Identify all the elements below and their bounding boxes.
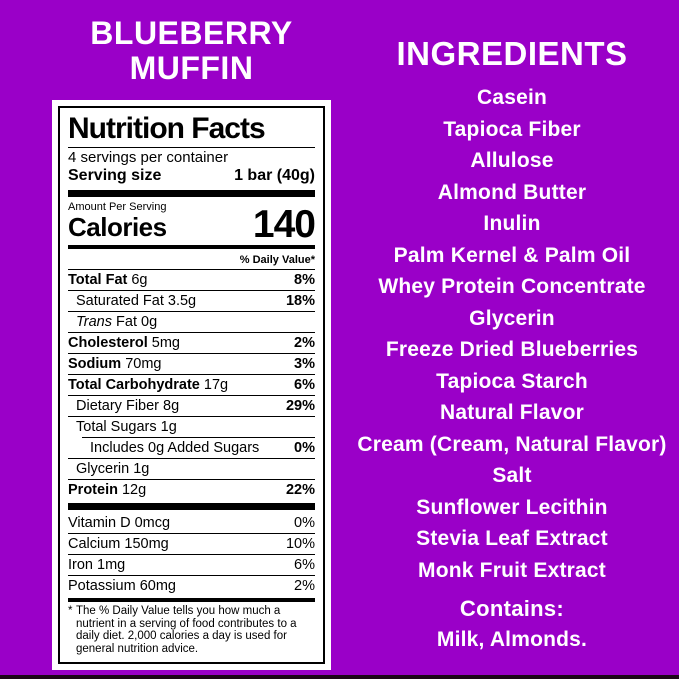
vitamin-row: Potassium 60mg 2% <box>68 575 315 596</box>
nutrient-name: Total Fat 6g <box>68 272 148 288</box>
vitamin-row: Vitamin D 0mcg 0% <box>68 513 315 533</box>
divider-medium <box>68 598 315 602</box>
nutrient-daily-value: 0% <box>294 440 315 456</box>
nutrient-name: Glycerin 1g <box>76 461 150 477</box>
daily-value-footnote: * The % Daily Value tells you how much a… <box>68 605 315 655</box>
ingredients-heading: INGREDIENTS <box>396 35 628 72</box>
calories-label: Calories <box>68 212 167 242</box>
nutrient-daily-value: 22% <box>285 482 315 498</box>
ingredient-item: Glycerin <box>469 306 555 330</box>
vitamin-rows: Vitamin D 0mcg 0% Calcium 150mg 10% Iron 1mg… <box>68 513 315 596</box>
ingredient-item: Stevia Leaf Extract <box>416 527 608 550</box>
nutrient-name: Sodium 70mg <box>68 356 162 372</box>
nutrient-daily-value: 18% <box>285 293 315 309</box>
ingredient-item: Natural Flavor <box>439 401 584 424</box>
nutrient-daily-value: 6% <box>294 377 315 393</box>
calories-block: Amount Per Serving Calories 140 <box>68 200 316 246</box>
nutrient-name: Protein 12g <box>68 482 147 498</box>
product-title-line1: BLUEBERRY <box>90 15 293 51</box>
product-title: BLUEBERRY MUFFIN <box>0 16 383 86</box>
ingredient-item: Almond Butter <box>437 180 587 204</box>
ingredients-list: Casein Tapioca Fiber Allulose Almond Butter… <box>345 82 679 586</box>
ingredient-item: Whey Protein Concentrate <box>378 275 646 298</box>
product-title-line2: MUFFIN <box>129 50 254 86</box>
nutrient-row: Sodium 70mg 3% <box>68 353 315 374</box>
nutrient-row: Protein 12g 22% <box>68 479 315 500</box>
ingredient-item: Monk Fruit Extract <box>418 558 606 582</box>
nutrient-row: Includes 0g Added Sugars 0% <box>82 437 315 458</box>
nutrient-name: Trans Fat 0g <box>76 314 158 330</box>
footnote-text: The % Daily Value tells you how much a n… <box>76 605 297 655</box>
ingredient-item: Inulin <box>483 212 541 235</box>
contains-value: Milk, Almonds. <box>436 628 588 651</box>
ingredient-item: Casein <box>476 86 548 109</box>
vitamin-daily-value: 10% <box>285 536 315 552</box>
nutrient-name: Dietary Fiber 8g <box>76 398 180 414</box>
vitamin-row: Calcium 150mg 10% <box>68 533 315 554</box>
nutrient-row: Trans Fat 0g <box>68 311 315 332</box>
vitamin-daily-value: 0% <box>294 515 315 531</box>
amount-per-serving-label: Amount Per Serving <box>68 201 167 213</box>
divider-thick <box>68 190 315 197</box>
footnote-marker: * <box>68 605 73 617</box>
servings-per-container: 4 servings per container <box>68 149 229 166</box>
nutrient-row: Total Sugars 1g <box>68 416 315 437</box>
nutrient-row: Cholesterol 5mg 2% <box>68 332 315 353</box>
ingredient-item: Freeze Dried Blueberries <box>385 338 639 361</box>
nutrient-daily-value: 8% <box>294 272 315 288</box>
divider-thick <box>68 503 315 510</box>
ingredient-item: Allulose <box>470 149 554 172</box>
daily-value-header: % Daily Value* <box>239 254 315 266</box>
nutrient-daily-value: 2% <box>294 335 315 351</box>
nutrient-name: Total Sugars 1g <box>76 419 177 435</box>
nutrient-row: Saturated Fat 3.5g 18% <box>68 290 315 311</box>
image-bottom-edge <box>0 675 679 679</box>
divider <box>68 147 315 148</box>
nutrient-row: Dietary Fiber 8g 29% <box>68 395 315 416</box>
vitamin-row: Iron 1mg 6% <box>68 554 315 575</box>
vitamin-daily-value: 2% <box>294 578 315 594</box>
nutrient-name: Includes 0g Added Sugars <box>90 440 260 456</box>
vitamin-daily-value: 6% <box>294 557 315 573</box>
nutrient-daily-value: 3% <box>294 356 315 372</box>
nutrition-facts-border: Nutrition Facts 4 servings per container… <box>58 106 325 664</box>
serving-size-label: Serving size <box>68 167 162 184</box>
vitamin-name: Potassium 60mg <box>68 578 176 594</box>
nutrient-row: Total Fat 6g 8% <box>68 269 315 290</box>
serving-size-row: Serving size 1 bar (40g) <box>68 166 315 187</box>
nutrient-row: Glycerin 1g <box>68 458 315 479</box>
nutrient-name: Cholesterol 5mg <box>68 335 181 351</box>
nutrient-name: Total Carbohydrate 17g <box>68 377 229 393</box>
contains-label: Contains: <box>459 596 565 621</box>
nutrition-facts-title: Nutrition Facts <box>68 112 266 145</box>
divider-medium <box>68 245 315 249</box>
calories-value: 140 <box>252 203 316 246</box>
vitamin-name: Calcium 150mg <box>68 536 169 552</box>
ingredient-item: Salt <box>492 464 532 487</box>
ingredient-item: Tapioca Starch <box>436 369 588 393</box>
ingredients-panel: INGREDIENTS Casein Tapioca Fiber Allulose A… <box>345 0 679 655</box>
serving-size-value: 1 bar (40g) <box>234 167 315 184</box>
ingredient-item: Palm Kernel & Palm Oil <box>393 243 631 267</box>
ingredient-item: Sunflower Lecithin <box>416 495 608 519</box>
ingredient-item: Cream (Cream, Natural Flavor) <box>357 432 667 456</box>
vitamin-name: Iron 1mg <box>68 557 126 573</box>
nutrient-daily-value: 29% <box>285 398 315 414</box>
nutrient-rows: Total Fat 6g 8% Saturated Fat 3.5g 18% Trans… <box>68 269 315 500</box>
nutrition-facts-panel: Nutrition Facts 4 servings per container… <box>52 100 331 670</box>
vitamin-name: Vitamin D 0mcg <box>68 515 171 531</box>
ingredient-item: Tapioca Fiber <box>443 117 581 141</box>
nutrient-name: Saturated Fat 3.5g <box>76 293 197 309</box>
nutrient-row: Total Carbohydrate 17g 6% <box>68 374 315 395</box>
